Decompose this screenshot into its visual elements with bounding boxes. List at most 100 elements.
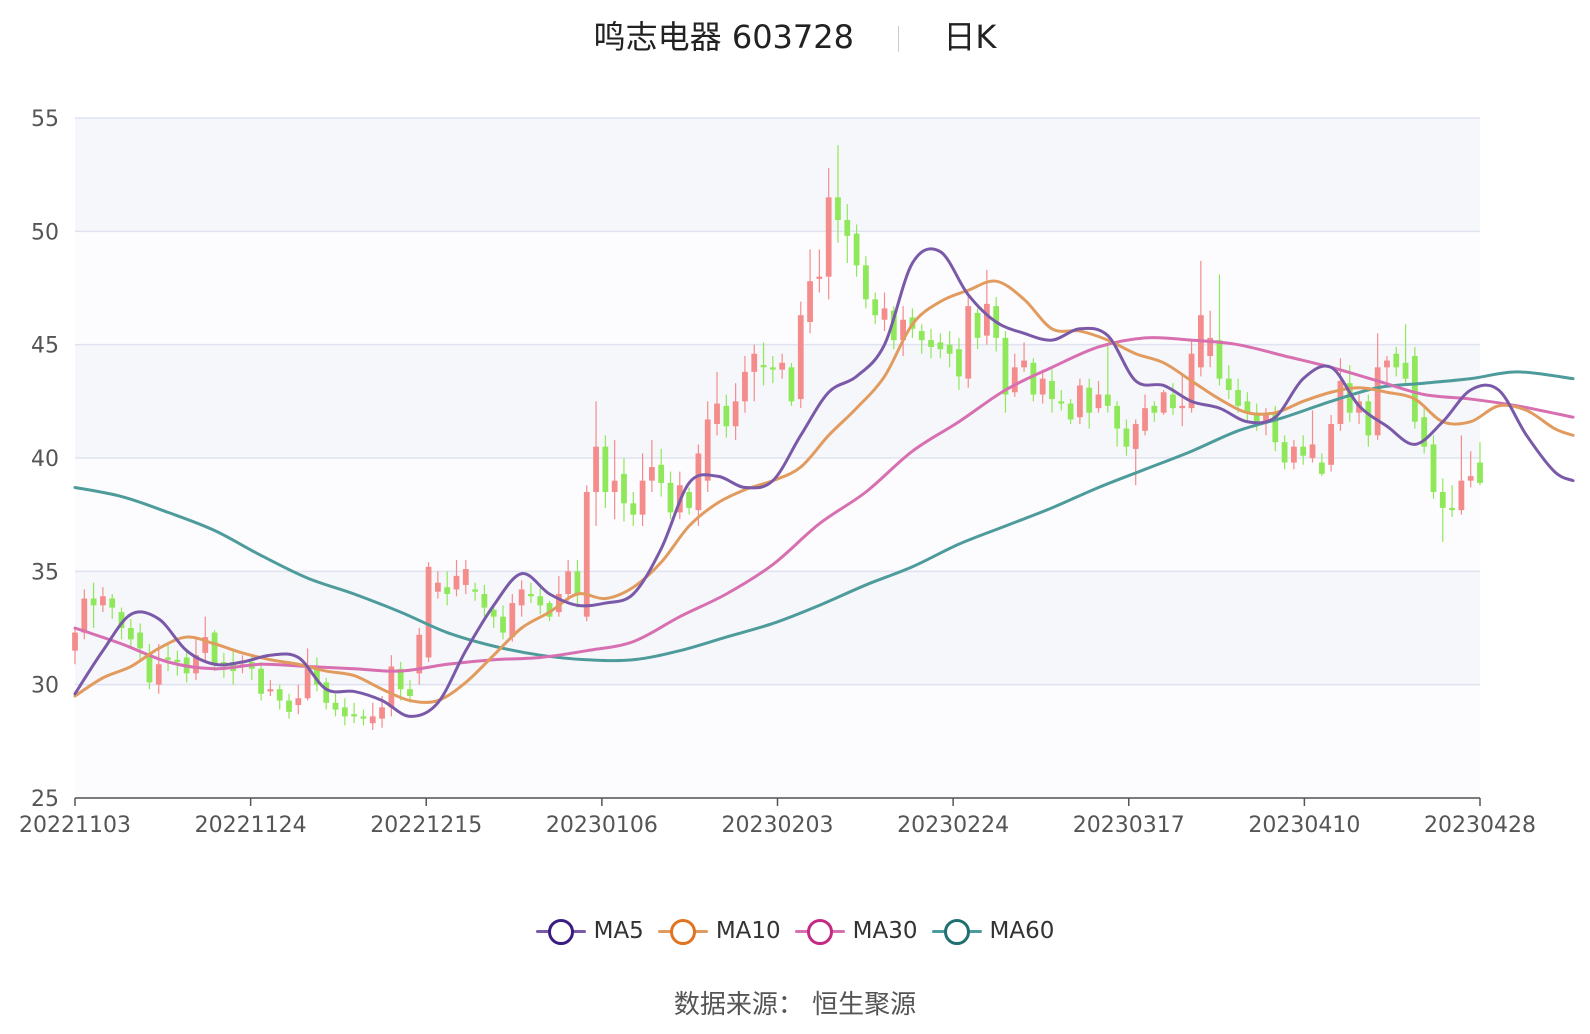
candle-body [1328, 424, 1335, 465]
x-tick-label: 20221215 [370, 813, 482, 838]
candle-body [853, 233, 860, 266]
candle-body [118, 612, 125, 628]
candle-body [1337, 380, 1344, 424]
x-tick-label: 20230428 [1424, 813, 1536, 838]
candle-body [509, 603, 516, 638]
candle-body [323, 682, 330, 703]
legend-swatch [657, 919, 708, 945]
x-tick-label: 20221124 [195, 813, 307, 838]
candle-body [1477, 462, 1483, 483]
candle-body [1458, 480, 1465, 511]
legend-item-ma30[interactable]: MA30 [794, 918, 918, 945]
candle-body [518, 589, 525, 606]
candle-body [1011, 367, 1018, 393]
candle-body [760, 365, 767, 368]
candle-body [639, 480, 646, 515]
candle-body [983, 303, 990, 336]
candle-body [1439, 492, 1446, 508]
candle-body [555, 594, 562, 613]
candle-body [1374, 367, 1381, 436]
candle-body [788, 367, 795, 402]
candle-body [1244, 401, 1251, 413]
plot-band [75, 571, 1480, 685]
candle-body [174, 659, 181, 662]
legend-item-ma10[interactable]: MA10 [657, 918, 781, 945]
y-tick-label: 50 [31, 220, 59, 245]
legend-swatch [931, 919, 982, 945]
candle-body [453, 575, 460, 590]
candle-body [490, 609, 497, 617]
candle-body [583, 492, 590, 617]
candle-body [602, 446, 609, 492]
legend: MA5 MA10 MA30 MA60 [0, 918, 1590, 949]
candle-body [1067, 403, 1074, 420]
chart-title: 鸣志电器 603728 日K [0, 12, 1590, 58]
candle-body [1318, 462, 1325, 474]
candle-body [434, 582, 441, 592]
candle-body [686, 492, 692, 508]
candle-body [1170, 394, 1176, 409]
candle-body [649, 467, 655, 481]
candle-body [937, 342, 944, 350]
candle-body [1421, 417, 1428, 447]
plot-band [75, 344, 1480, 458]
legend-item-ma60[interactable]: MA60 [931, 918, 1055, 945]
candle-body [481, 594, 488, 608]
candle-body [667, 482, 674, 513]
candle-body [1021, 360, 1027, 368]
candle-body [1039, 378, 1046, 395]
candle-body [165, 657, 171, 660]
legend-label: MA60 [989, 918, 1055, 944]
candle-body [1142, 408, 1148, 431]
candle-body [1263, 412, 1269, 422]
candle-body [1086, 387, 1093, 413]
candle-body [1123, 428, 1130, 447]
candle-body [416, 634, 423, 674]
candle-body [1207, 337, 1214, 356]
candle-body [127, 628, 134, 640]
candle-body [425, 566, 432, 658]
candle-body [462, 569, 469, 585]
candle-body [1160, 392, 1167, 413]
series-line-ma60 [73, 370, 1575, 663]
candle-body [1030, 362, 1037, 395]
x-tick-label: 20230410 [1248, 813, 1360, 838]
candle-body [155, 664, 162, 685]
legend-item-ma5[interactable]: MA5 [535, 918, 644, 945]
candle-body [1077, 385, 1083, 418]
candle-body [351, 714, 358, 717]
candle-body [146, 652, 153, 683]
y-tick-label: 30 [31, 674, 59, 699]
candle-body [472, 589, 478, 592]
candle-body [1430, 444, 1437, 492]
plot-band [75, 118, 1480, 232]
candle-body [574, 571, 581, 594]
plot-band [75, 231, 1480, 345]
stock-title: 鸣志电器 603728 [593, 18, 854, 56]
candle-body [890, 310, 897, 341]
candle-body [825, 197, 832, 277]
candle-body [565, 571, 572, 594]
candle-body [397, 668, 404, 690]
legend-label: MA10 [715, 918, 781, 944]
y-tick-label: 25 [31, 787, 59, 812]
candle-body [267, 689, 274, 692]
x-tick-label: 20230106 [546, 813, 658, 838]
candle-body [1235, 390, 1241, 406]
candle-body [807, 281, 813, 322]
y-tick-label: 40 [31, 447, 59, 472]
candle-body [593, 446, 599, 492]
candle-body [1049, 380, 1055, 400]
candle-body [1467, 476, 1474, 481]
candle-body [1393, 353, 1400, 368]
candle-body [90, 598, 97, 606]
candle-body [1449, 507, 1455, 511]
candle-body [360, 716, 367, 719]
candle-body [965, 306, 972, 379]
period-label: 日K [943, 18, 997, 56]
y-tick-label: 35 [31, 560, 59, 585]
candle-body [881, 308, 888, 320]
x-tick-label: 20230224 [897, 813, 1009, 838]
candle-body [1272, 412, 1279, 443]
candle-body [332, 702, 339, 710]
